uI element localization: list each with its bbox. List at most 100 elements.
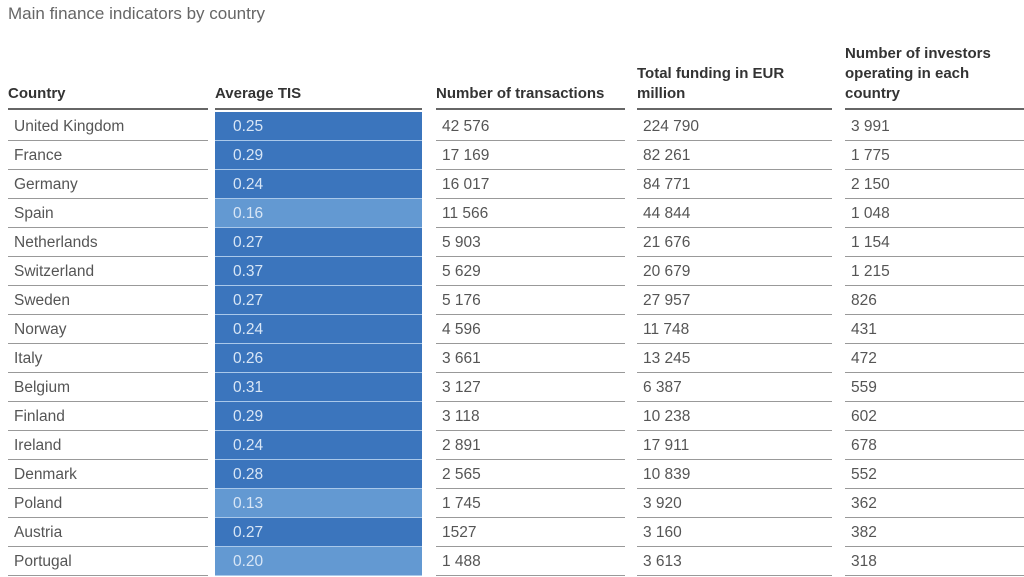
header-country: Country bbox=[8, 85, 66, 102]
country-cell: Denmark bbox=[8, 460, 208, 489]
header-rule bbox=[845, 108, 1024, 110]
transactions-cell: 11 566 bbox=[436, 199, 625, 228]
tis-cell: 0.25 bbox=[215, 112, 422, 141]
funding-cell: 3 920 bbox=[637, 489, 832, 518]
country-cell: Norway bbox=[8, 315, 208, 344]
header-rule bbox=[637, 108, 832, 110]
funding-cell: 224 790 bbox=[637, 112, 832, 141]
country-cell: Poland bbox=[8, 489, 208, 518]
header-investors: Number of investors operating in each co… bbox=[845, 45, 991, 102]
transactions-cell: 4 596 bbox=[436, 315, 625, 344]
investors-cell: 3 991 bbox=[845, 112, 1024, 141]
transactions-cell: 3 127 bbox=[436, 373, 625, 402]
transactions-cell: 5 903 bbox=[436, 228, 625, 257]
funding-cell: 10 839 bbox=[637, 460, 832, 489]
tis-cell: 0.29 bbox=[215, 141, 422, 170]
investors-cell: 362 bbox=[845, 489, 1024, 518]
tis-cell: 0.28 bbox=[215, 460, 422, 489]
tis-cell: 0.37 bbox=[215, 257, 422, 286]
tis-cell: 0.27 bbox=[215, 518, 422, 547]
transactions-cell: 3 118 bbox=[436, 402, 625, 431]
country-cell: Austria bbox=[8, 518, 208, 547]
investors-cell: 318 bbox=[845, 547, 1024, 576]
funding-cell: 44 844 bbox=[637, 199, 832, 228]
country-cell: Ireland bbox=[8, 431, 208, 460]
table-row: Spain 0.16 11 566 44 844 1 048 bbox=[0, 199, 1024, 228]
transactions-cell: 17 169 bbox=[436, 141, 625, 170]
transactions-cell: 2 565 bbox=[436, 460, 625, 489]
funding-cell: 11 748 bbox=[637, 315, 832, 344]
transactions-cell: 1 488 bbox=[436, 547, 625, 576]
investors-cell: 472 bbox=[845, 344, 1024, 373]
tis-cell: 0.13 bbox=[215, 489, 422, 518]
funding-cell: 6 387 bbox=[637, 373, 832, 402]
funding-cell: 3 613 bbox=[637, 547, 832, 576]
table-title: Main finance indicators by country bbox=[8, 4, 266, 23]
investors-cell: 2 150 bbox=[845, 170, 1024, 199]
transactions-cell: 1527 bbox=[436, 518, 625, 547]
investors-cell: 552 bbox=[845, 460, 1024, 489]
funding-cell: 21 676 bbox=[637, 228, 832, 257]
funding-cell: 82 261 bbox=[637, 141, 832, 170]
table-row: Denmark 0.28 2 565 10 839 552 bbox=[0, 460, 1024, 489]
transactions-cell: 16 017 bbox=[436, 170, 625, 199]
investors-cell: 826 bbox=[845, 286, 1024, 315]
table-row: Switzerland 0.37 5 629 20 679 1 215 bbox=[0, 257, 1024, 286]
funding-cell: 27 957 bbox=[637, 286, 832, 315]
table-row: Poland 0.13 1 745 3 920 362 bbox=[0, 489, 1024, 518]
transactions-cell: 42 576 bbox=[436, 112, 625, 141]
transactions-cell: 5 629 bbox=[436, 257, 625, 286]
table-row: Belgium 0.31 3 127 6 387 559 bbox=[0, 373, 1024, 402]
table-row: Sweden 0.27 5 176 27 957 826 bbox=[0, 286, 1024, 315]
table-row: Finland 0.29 3 118 10 238 602 bbox=[0, 402, 1024, 431]
tis-cell: 0.27 bbox=[215, 286, 422, 315]
transactions-cell: 1 745 bbox=[436, 489, 625, 518]
investors-cell: 678 bbox=[845, 431, 1024, 460]
country-cell: France bbox=[8, 141, 208, 170]
funding-cell: 84 771 bbox=[637, 170, 832, 199]
table-row: France 0.29 17 169 82 261 1 775 bbox=[0, 141, 1024, 170]
country-cell: Portugal bbox=[8, 547, 208, 576]
country-cell: Sweden bbox=[8, 286, 208, 315]
tis-cell: 0.27 bbox=[215, 228, 422, 257]
country-cell: Spain bbox=[8, 199, 208, 228]
investors-cell: 382 bbox=[845, 518, 1024, 547]
table-row: Portugal 0.20 1 488 3 613 318 bbox=[0, 547, 1024, 576]
header-rule bbox=[8, 108, 208, 110]
table-row: Ireland 0.24 2 891 17 911 678 bbox=[0, 431, 1024, 460]
investors-cell: 431 bbox=[845, 315, 1024, 344]
header-total-funding: Total funding in EUR million bbox=[637, 65, 785, 102]
investors-cell: 1 775 bbox=[845, 141, 1024, 170]
header-transactions: Number of transactions bbox=[436, 85, 605, 102]
country-cell: Germany bbox=[8, 170, 208, 199]
tis-cell: 0.26 bbox=[215, 344, 422, 373]
table-row: United Kingdom 0.25 42 576 224 790 3 991 bbox=[0, 112, 1024, 141]
funding-cell: 10 238 bbox=[637, 402, 832, 431]
tis-cell: 0.24 bbox=[215, 315, 422, 344]
country-cell: Italy bbox=[8, 344, 208, 373]
transactions-cell: 3 661 bbox=[436, 344, 625, 373]
table-row: Germany 0.24 16 017 84 771 2 150 bbox=[0, 170, 1024, 199]
tis-cell: 0.16 bbox=[215, 199, 422, 228]
tis-cell: 0.24 bbox=[215, 431, 422, 460]
country-cell: Finland bbox=[8, 402, 208, 431]
funding-cell: 17 911 bbox=[637, 431, 832, 460]
tis-cell: 0.31 bbox=[215, 373, 422, 402]
table-row: Netherlands 0.27 5 903 21 676 1 154 bbox=[0, 228, 1024, 257]
table-row: Italy 0.26 3 661 13 245 472 bbox=[0, 344, 1024, 373]
investors-cell: 1 154 bbox=[845, 228, 1024, 257]
table-row: Norway 0.24 4 596 11 748 431 bbox=[0, 315, 1024, 344]
tis-cell: 0.24 bbox=[215, 170, 422, 199]
header-average-tis: Average TIS bbox=[215, 85, 302, 102]
investors-cell: 559 bbox=[845, 373, 1024, 402]
transactions-cell: 2 891 bbox=[436, 431, 625, 460]
country-cell: Switzerland bbox=[8, 257, 208, 286]
header-rule bbox=[215, 108, 422, 110]
investors-cell: 1 215 bbox=[845, 257, 1024, 286]
funding-cell: 13 245 bbox=[637, 344, 832, 373]
country-cell: United Kingdom bbox=[8, 112, 208, 141]
funding-cell: 20 679 bbox=[637, 257, 832, 286]
investors-cell: 602 bbox=[845, 402, 1024, 431]
transactions-cell: 5 176 bbox=[436, 286, 625, 315]
header-rule bbox=[436, 108, 625, 110]
